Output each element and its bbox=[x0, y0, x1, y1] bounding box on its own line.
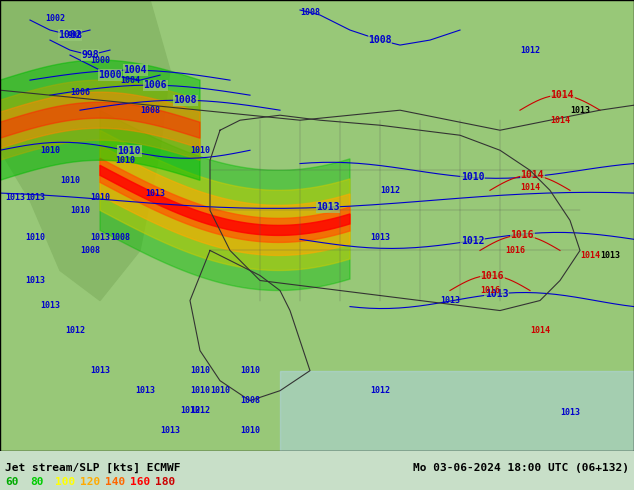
Text: 1013: 1013 bbox=[5, 193, 25, 202]
Text: 1013: 1013 bbox=[570, 106, 590, 115]
Polygon shape bbox=[100, 130, 350, 270]
Text: 60: 60 bbox=[5, 477, 18, 487]
Text: 1010: 1010 bbox=[190, 386, 210, 395]
Text: 1012: 1012 bbox=[190, 406, 210, 415]
Text: 1010: 1010 bbox=[190, 146, 210, 155]
Text: 120: 120 bbox=[80, 477, 100, 487]
Polygon shape bbox=[0, 60, 200, 180]
Text: 1002: 1002 bbox=[45, 14, 65, 23]
Text: 1013: 1013 bbox=[370, 233, 390, 242]
Text: 1010: 1010 bbox=[70, 206, 90, 215]
Text: 1008: 1008 bbox=[140, 106, 160, 115]
Text: 1012: 1012 bbox=[520, 46, 540, 54]
Polygon shape bbox=[0, 92, 200, 148]
Polygon shape bbox=[100, 110, 350, 291]
Polygon shape bbox=[0, 0, 634, 451]
Text: 1002: 1002 bbox=[58, 30, 82, 40]
Text: 1010: 1010 bbox=[240, 426, 260, 435]
Text: 1012: 1012 bbox=[180, 406, 200, 415]
Text: 998: 998 bbox=[67, 30, 82, 40]
Text: 1012: 1012 bbox=[461, 236, 484, 245]
Text: 140: 140 bbox=[105, 477, 126, 487]
Text: 1000: 1000 bbox=[98, 70, 122, 80]
Text: 1010: 1010 bbox=[210, 386, 230, 395]
Text: 1013: 1013 bbox=[316, 202, 340, 212]
Text: 1016: 1016 bbox=[480, 286, 500, 295]
Text: 1013: 1013 bbox=[90, 233, 110, 242]
Text: 1014: 1014 bbox=[550, 116, 570, 125]
Text: Mo 03-06-2024 18:00 UTC (06+132): Mo 03-06-2024 18:00 UTC (06+132) bbox=[413, 463, 629, 472]
Text: 180: 180 bbox=[155, 477, 175, 487]
Polygon shape bbox=[280, 370, 634, 451]
Text: 1016: 1016 bbox=[481, 270, 504, 281]
Text: 1008: 1008 bbox=[368, 35, 392, 45]
Text: 1013: 1013 bbox=[25, 193, 45, 202]
Polygon shape bbox=[100, 145, 350, 255]
Text: 1006: 1006 bbox=[70, 88, 90, 97]
Text: 1014: 1014 bbox=[521, 171, 544, 180]
Text: 1013: 1013 bbox=[40, 301, 60, 310]
Text: 80: 80 bbox=[30, 477, 44, 487]
Text: 1010: 1010 bbox=[60, 176, 80, 185]
Text: 1010: 1010 bbox=[115, 156, 135, 165]
Polygon shape bbox=[100, 165, 350, 235]
Text: 1013: 1013 bbox=[560, 408, 580, 417]
Text: 1014: 1014 bbox=[520, 183, 540, 192]
Text: 160: 160 bbox=[130, 477, 150, 487]
Text: 100: 100 bbox=[55, 477, 75, 487]
Text: 1013: 1013 bbox=[135, 386, 155, 395]
Polygon shape bbox=[0, 80, 200, 160]
Text: 1013: 1013 bbox=[485, 289, 508, 299]
Text: 1013: 1013 bbox=[145, 189, 165, 198]
Text: 1010: 1010 bbox=[90, 193, 110, 202]
Text: 1016: 1016 bbox=[505, 246, 525, 255]
Text: 1013: 1013 bbox=[25, 276, 45, 285]
Text: 1008: 1008 bbox=[174, 95, 197, 105]
Text: 1012: 1012 bbox=[370, 386, 390, 395]
Text: 1008: 1008 bbox=[110, 233, 130, 242]
Polygon shape bbox=[0, 0, 170, 300]
Text: 1010: 1010 bbox=[40, 146, 60, 155]
Text: 1016: 1016 bbox=[510, 230, 534, 241]
Polygon shape bbox=[0, 102, 200, 138]
Text: 998: 998 bbox=[81, 50, 99, 60]
Text: 1013: 1013 bbox=[440, 296, 460, 305]
Text: 1010: 1010 bbox=[240, 366, 260, 375]
Text: 1012: 1012 bbox=[65, 326, 85, 335]
Text: 1004: 1004 bbox=[120, 75, 140, 85]
Text: 1010: 1010 bbox=[190, 366, 210, 375]
Text: 1010: 1010 bbox=[461, 172, 484, 182]
Text: 1014: 1014 bbox=[550, 90, 574, 100]
Text: Jet stream/SLP [kts] ECMWF: Jet stream/SLP [kts] ECMWF bbox=[5, 463, 181, 473]
Text: 1010: 1010 bbox=[117, 146, 141, 156]
Text: 1014: 1014 bbox=[580, 251, 600, 260]
Text: 1010: 1010 bbox=[25, 233, 45, 242]
Text: 1012: 1012 bbox=[380, 186, 400, 195]
Polygon shape bbox=[100, 158, 350, 243]
Text: 1008: 1008 bbox=[240, 396, 260, 405]
Text: 1006: 1006 bbox=[143, 80, 167, 90]
Text: 1013: 1013 bbox=[90, 366, 110, 375]
Text: 1000: 1000 bbox=[90, 55, 110, 65]
Text: 1004: 1004 bbox=[124, 65, 147, 75]
Text: 1008: 1008 bbox=[80, 246, 100, 255]
Text: 1008: 1008 bbox=[300, 7, 320, 17]
Text: 1013: 1013 bbox=[160, 426, 180, 435]
Text: 1014: 1014 bbox=[530, 326, 550, 335]
Text: 1013: 1013 bbox=[600, 251, 620, 260]
